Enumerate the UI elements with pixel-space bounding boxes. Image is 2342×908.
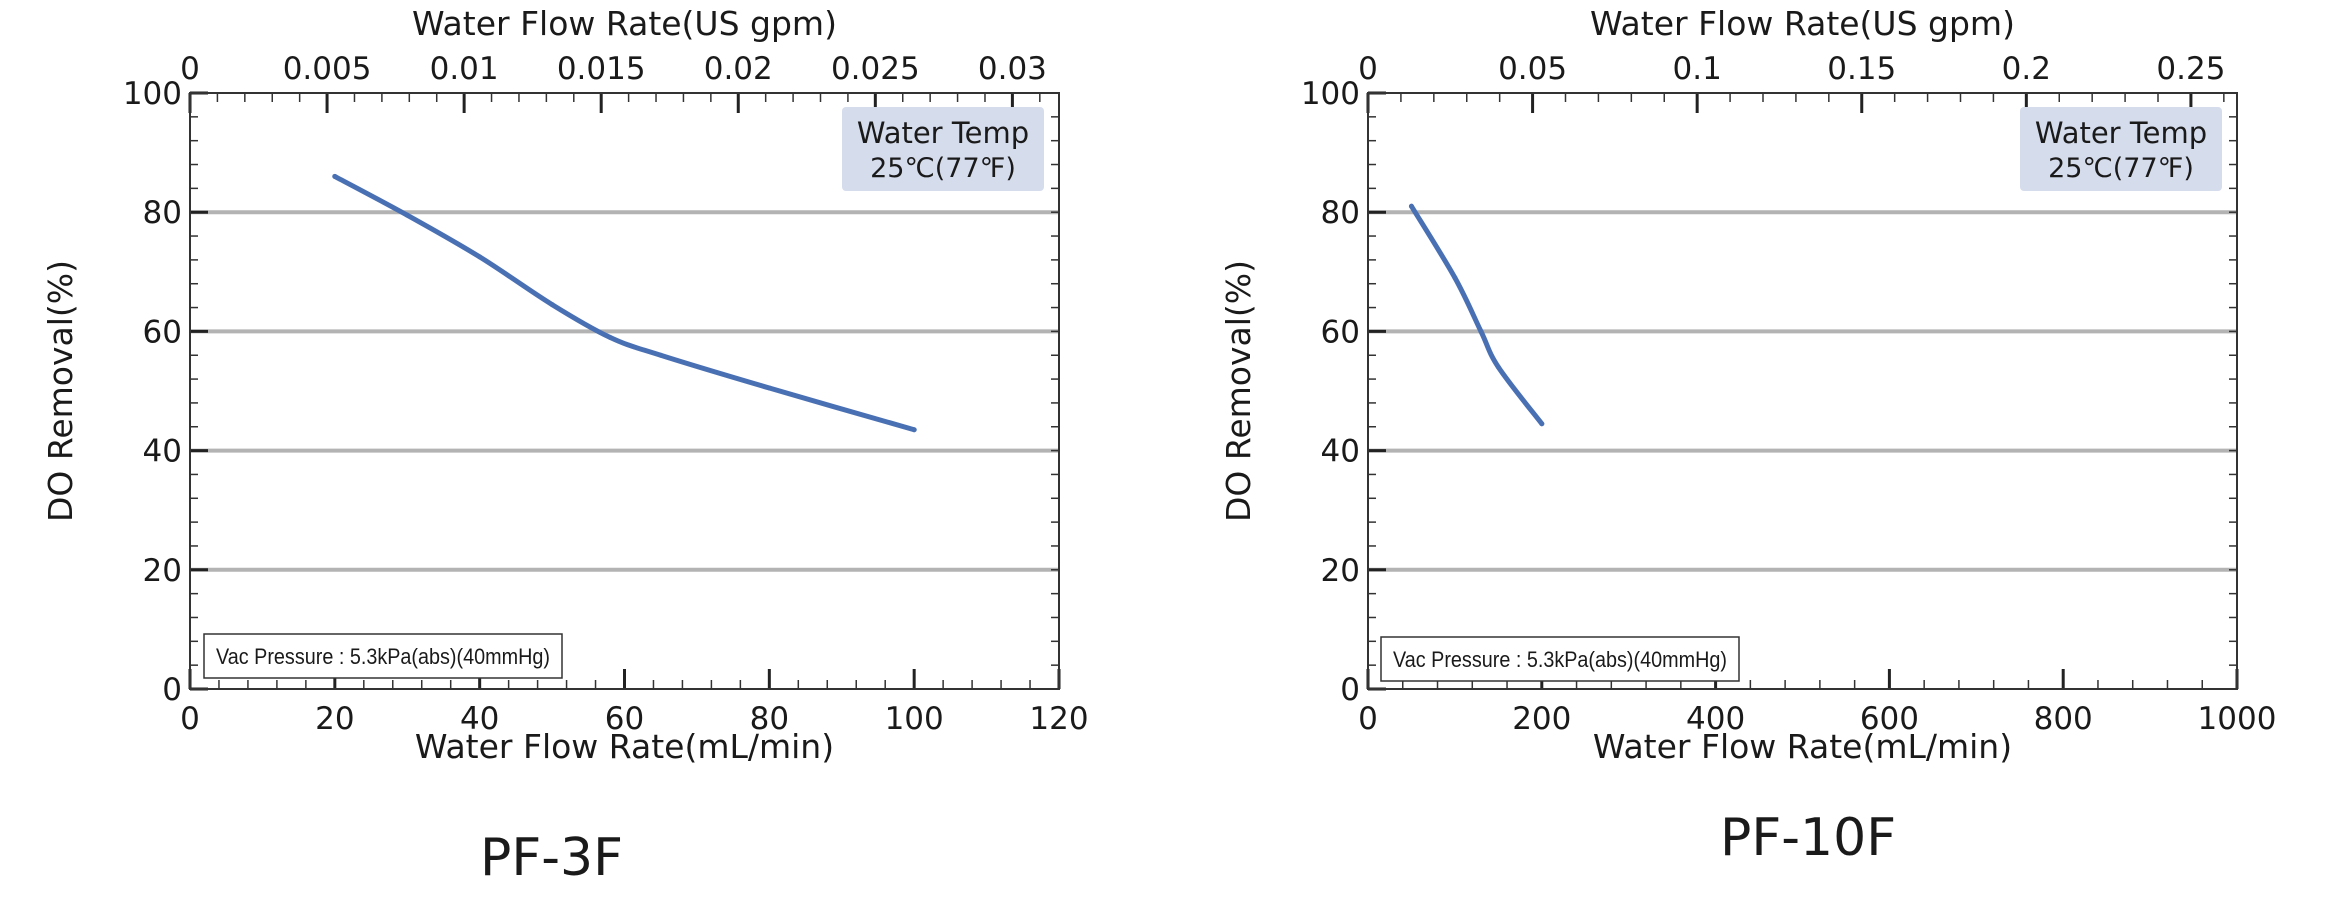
x2-tick-label-c1: 0.15 bbox=[1827, 51, 1896, 87]
x2-tick-label-c0: 0.025 bbox=[831, 51, 920, 87]
data-point-c0-4 bbox=[607, 334, 613, 340]
y-tick-label-c1: 60 bbox=[1321, 314, 1360, 350]
y-tick-label-c0: 60 bbox=[143, 314, 182, 350]
x2-tick-label-c0: 0 bbox=[180, 51, 200, 87]
x2-tick-label-c0: 0.03 bbox=[978, 51, 1047, 87]
x2-tick-label-c1: 0.1 bbox=[1673, 51, 1722, 87]
chart-title-pf-10f: PF-10F bbox=[1720, 808, 1897, 868]
data-point-c1-1 bbox=[1452, 275, 1458, 281]
vac-pressure-note-box-c1 bbox=[1380, 636, 1740, 682]
x2-tick-label-c0: 0.005 bbox=[283, 51, 372, 87]
water-temp-note-box-c0 bbox=[842, 107, 1044, 191]
data-point-c1-4 bbox=[1539, 421, 1545, 427]
x2-axis-title-c0: Water Flow Rate(US gpm) bbox=[412, 4, 837, 43]
x-tick-label-c0: 0 bbox=[180, 701, 200, 737]
data-point-c0-6 bbox=[766, 385, 772, 391]
x2-tick-label-c1: 0 bbox=[1358, 51, 1378, 87]
water-temp-label-c1: Water Temp bbox=[2035, 116, 2207, 150]
x-tick-label-c0: 100 bbox=[885, 701, 944, 737]
water-temp-note-box-c1 bbox=[2020, 107, 2222, 191]
y-axis-title-c0: DO Removal(%) bbox=[41, 260, 80, 522]
vac-pressure-note-c1: Vac Pressure : 5.3kPa(abs)(40mmHg) bbox=[1393, 647, 1727, 672]
x2-tick-label-c0: 0.02 bbox=[704, 51, 773, 87]
data-point-c0-7 bbox=[911, 427, 917, 433]
x2-tick-label-c1: 0.05 bbox=[1498, 51, 1567, 87]
x2-tick-label-c0: 0.01 bbox=[430, 51, 499, 87]
x2-tick-label-c1: 0.2 bbox=[2002, 51, 2051, 87]
x-tick-label-c0: 120 bbox=[1029, 701, 1088, 737]
chart-title-pf-3f: PF-3F bbox=[480, 828, 624, 888]
y-tick-label-c1: 0 bbox=[1340, 672, 1360, 708]
data-point-c0-5 bbox=[658, 352, 664, 358]
y-tick-label-c1: 80 bbox=[1321, 195, 1360, 231]
y-tick-label-c0: 100 bbox=[123, 76, 182, 112]
water-temp-value-c0: 25℃(77℉) bbox=[870, 153, 1016, 184]
x2-tick-label-c0: 0.015 bbox=[557, 51, 646, 87]
y-tick-label-c0: 20 bbox=[143, 553, 182, 589]
data-point-c0-1 bbox=[404, 212, 410, 218]
y-tick-label-c0: 80 bbox=[143, 195, 182, 231]
data-point-c0-2 bbox=[477, 254, 483, 260]
y-tick-label-c0: 40 bbox=[143, 434, 182, 470]
data-point-c1-0 bbox=[1408, 203, 1414, 209]
x-tick-label-c1: 800 bbox=[2034, 701, 2093, 737]
series-line-c0-0 bbox=[332, 173, 917, 433]
x-tick-label-c1: 400 bbox=[1686, 701, 1745, 737]
x-tick-label-c1: 200 bbox=[1512, 701, 1571, 737]
x-axis-title-c1: Water Flow Rate(mL/min) bbox=[1593, 727, 2012, 766]
x-tick-label-c1: 600 bbox=[1860, 701, 1919, 737]
x-tick-label-c0: 40 bbox=[460, 701, 499, 737]
plot-frame-c1 bbox=[1367, 92, 2238, 690]
y-axis-title-c1: DO Removal(%) bbox=[1219, 260, 1258, 522]
x-tick-label-c1: 1000 bbox=[2198, 701, 2277, 737]
y-tick-label-c1: 20 bbox=[1321, 553, 1360, 589]
vac-pressure-note-box-c0 bbox=[203, 633, 563, 679]
water-temp-label-c0: Water Temp bbox=[857, 116, 1029, 150]
data-point-c0-0 bbox=[332, 173, 338, 179]
x-tick-label-c0: 60 bbox=[605, 701, 644, 737]
y-tick-label-c1: 100 bbox=[1301, 76, 1360, 112]
water-temp-value-c1: 25℃(77℉) bbox=[2048, 153, 2194, 184]
data-point-c1-3 bbox=[1495, 364, 1501, 370]
series-line-c1-0 bbox=[1408, 203, 1545, 427]
vac-pressure-note-c0: Vac Pressure : 5.3kPa(abs)(40mmHg) bbox=[216, 644, 550, 669]
plot-frame-c0 bbox=[189, 92, 1060, 690]
x2-tick-label-c1: 0.25 bbox=[2156, 51, 2225, 87]
data-point-c1-2 bbox=[1478, 328, 1484, 334]
y-tick-label-c1: 40 bbox=[1321, 434, 1360, 470]
x-tick-label-c1: 0 bbox=[1358, 701, 1378, 737]
x-tick-label-c0: 20 bbox=[315, 701, 354, 737]
x-axis-title-c0: Water Flow Rate(mL/min) bbox=[415, 727, 834, 766]
data-point-c0-3 bbox=[549, 302, 555, 308]
y-tick-label-c0: 0 bbox=[162, 672, 182, 708]
x-tick-label-c0: 80 bbox=[750, 701, 789, 737]
x2-axis-title-c1: Water Flow Rate(US gpm) bbox=[1590, 4, 2015, 43]
